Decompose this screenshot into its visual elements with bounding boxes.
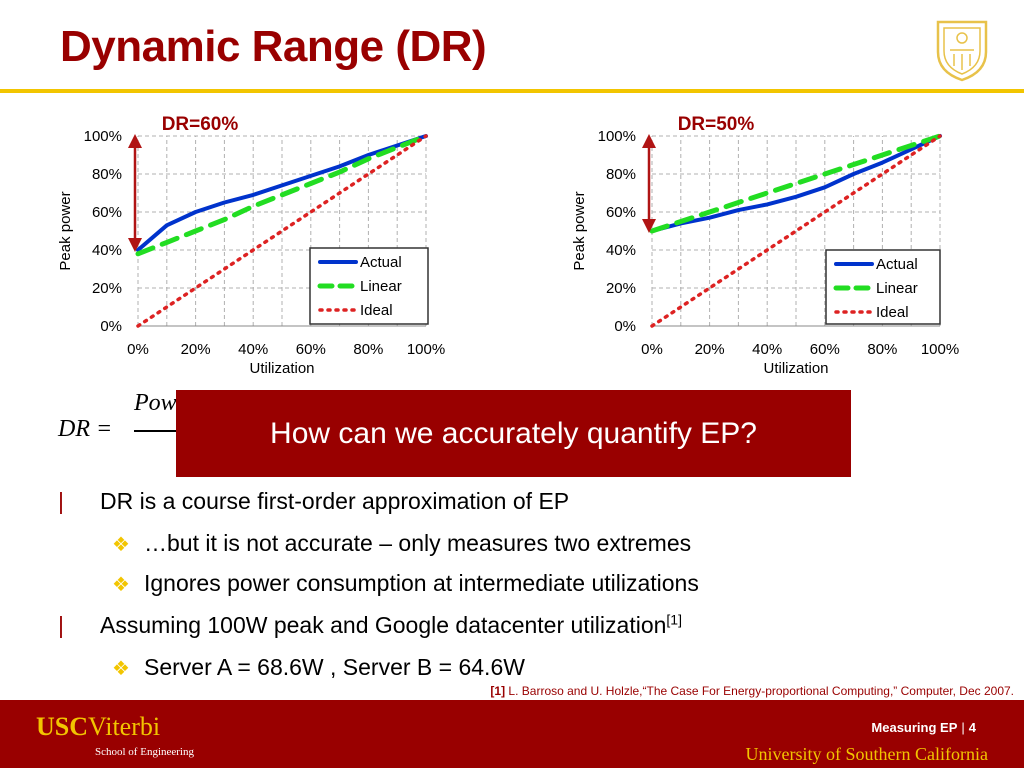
series-line-actual [136, 134, 428, 252]
series-line-actual [650, 134, 942, 233]
legend-label: Ideal [360, 302, 393, 319]
bullet-mark: | [58, 612, 64, 638]
bullet-text: Ignores power consumption at intermediat… [144, 570, 699, 596]
y-tick-label: 40% [92, 242, 122, 259]
slide-title: Dynamic Range (DR) [60, 22, 487, 71]
y-axis-label: Peak power [57, 191, 74, 270]
citation-ref: [1] [490, 684, 506, 698]
bullet-mark: ❖ [112, 574, 130, 596]
x-tick-label: 0% [127, 341, 149, 358]
x-tick-label: 20% [695, 341, 725, 358]
x-tick-label: 0% [641, 341, 663, 358]
chart-title: DR=60% [162, 114, 239, 135]
citation-text: L. Barroso and U. Holzle,“The Case For E… [505, 684, 1014, 698]
y-axis-label: Peak power [571, 191, 588, 270]
usc-shield-logo [936, 20, 988, 82]
y-tick-label: 80% [92, 166, 122, 183]
formula-fraction-bar [134, 430, 194, 432]
y-tick-label: 60% [606, 204, 636, 221]
x-tick-label: 20% [181, 341, 211, 358]
legend-label: Linear [360, 278, 402, 295]
question-callout: How can we accurately quantify EP? [176, 390, 851, 477]
section-name: Measuring EP [871, 720, 958, 735]
bullet-mark: ❖ [112, 534, 130, 556]
x-tick-label: 60% [296, 341, 326, 358]
title-divider [0, 89, 1024, 93]
footer-bar: USCViterbi School of Engineering Measuri… [0, 700, 1024, 768]
chart-title: DR=50% [678, 114, 755, 135]
bullet-text: Assuming 100W peak and Google datacenter… [100, 612, 667, 638]
legend-label: Linear [876, 280, 918, 297]
dr-arrow-head-top [128, 134, 142, 148]
separator: | [961, 720, 965, 735]
bullet-text: Server A = 68.6W , Server B = 64.6W [144, 654, 525, 680]
x-axis-label: Utilization [249, 360, 314, 377]
legend-label: Actual [876, 256, 918, 273]
page-number: 4 [968, 720, 976, 735]
bullet-item: | Assuming 100W peak and Google datacente… [58, 612, 682, 639]
bullet-superscript: [1] [666, 611, 682, 628]
x-tick-label: 100% [407, 341, 445, 358]
x-tick-label: 100% [921, 341, 959, 358]
section-page: Measuring EP | 4 [871, 720, 976, 735]
series-line-linear [649, 133, 943, 234]
bullet-text: …but it is not accurate – only measures … [144, 530, 692, 556]
series-line-linear [135, 133, 429, 257]
x-tick-label: 60% [810, 341, 840, 358]
citation: [1] L. Barroso and U. Holzle,“The Case F… [490, 684, 1014, 698]
dr-formula: DR = Pow [58, 390, 194, 480]
y-tick-label: 0% [614, 318, 636, 335]
legend-label: Ideal [876, 304, 909, 321]
university-name: University of Southern California [745, 744, 988, 764]
dr-arrow-head-top [642, 134, 656, 148]
logo-usc: USC [36, 712, 89, 741]
bullet-mark: ❖ [112, 658, 130, 680]
y-tick-label: 20% [92, 280, 122, 297]
logo-viterbi: Viterbi [88, 712, 161, 741]
y-tick-label: 100% [598, 128, 636, 145]
formula-numerator: Pow [134, 390, 177, 416]
bullet-item: ❖ Ignores power consumption at intermedia… [112, 570, 699, 597]
y-tick-label: 80% [606, 166, 636, 183]
legend-label: Actual [360, 254, 402, 271]
bullet-mark: | [58, 488, 64, 514]
bullet-item: | DR is a course first-order approximatio… [58, 488, 569, 515]
y-tick-label: 40% [606, 242, 636, 259]
x-axis-label: Utilization [763, 360, 828, 377]
x-tick-label: 40% [238, 341, 268, 358]
y-tick-label: 100% [84, 128, 122, 145]
x-tick-label: 80% [353, 341, 383, 358]
bullet-text: DR is a course first-order approximation… [100, 488, 570, 514]
bullet-item: ❖ …but it is not accurate – only measures… [112, 530, 691, 557]
y-tick-label: 60% [92, 204, 122, 221]
x-tick-label: 80% [867, 341, 897, 358]
x-tick-label: 40% [752, 341, 782, 358]
series-line-ideal [136, 134, 428, 328]
usc-viterbi-logo: USCViterbi [36, 712, 160, 742]
school-name: School of Engineering [95, 746, 194, 758]
dr-arrow-head-bottom [128, 238, 142, 252]
y-tick-label: 20% [606, 280, 636, 297]
series-line-ideal [650, 134, 942, 328]
bullet-item: ❖ Server A = 68.6W , Server B = 64.6W [112, 654, 525, 681]
formula-lhs: DR = [58, 416, 113, 442]
y-tick-label: 0% [100, 318, 122, 335]
dr-arrow-head-bottom [642, 219, 656, 233]
